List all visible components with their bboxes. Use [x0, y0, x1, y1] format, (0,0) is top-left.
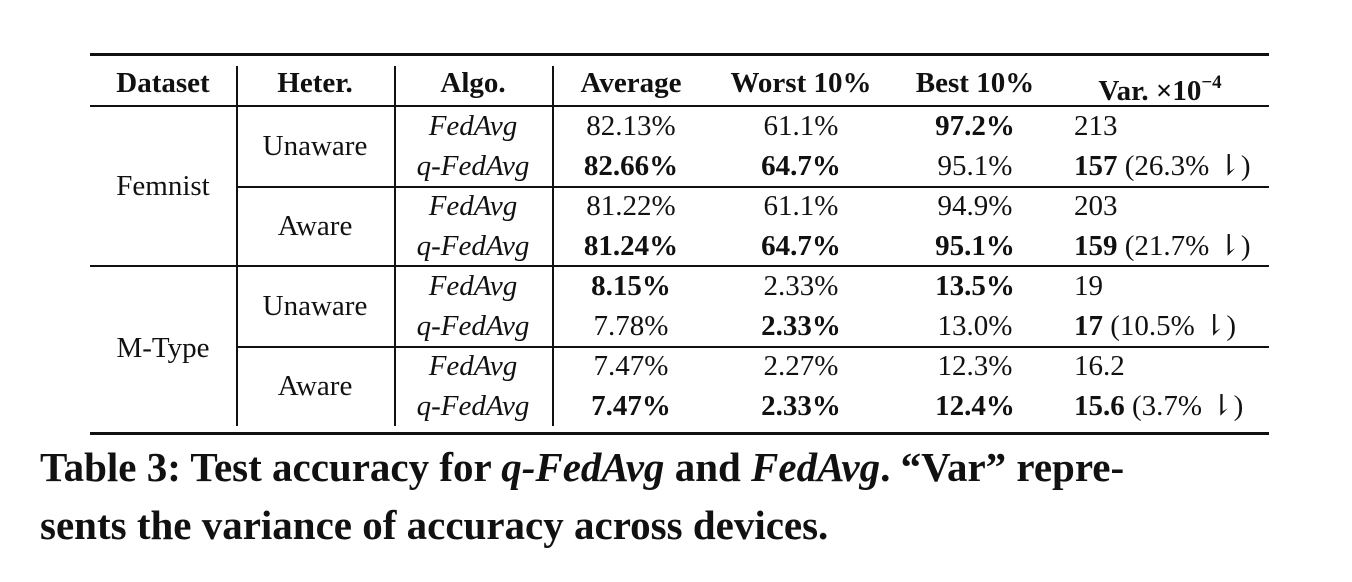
dataset-cell: Femnist [116, 170, 210, 202]
worst-cell: 2.27% [763, 350, 839, 382]
var-cell: 157 (26.3% ⇂) [1074, 146, 1251, 186]
subgroup-rule-1 [237, 186, 1269, 188]
best-cell: 12.3% [937, 350, 1013, 382]
heter-cell: Aware [277, 370, 353, 402]
var-value: 213 [1074, 110, 1118, 142]
var-reduction-note: (3.7% ⇂) [1124, 390, 1244, 422]
average-cell: 82.13% [586, 110, 676, 142]
header-worst: Worst 10% [730, 67, 872, 99]
best-cell: 95.1% [935, 230, 1015, 262]
var-cell: 15.6 (3.7% ⇂) [1074, 386, 1243, 426]
worst-cell: 61.1% [763, 110, 839, 142]
average-cell: 82.66% [583, 150, 679, 182]
var-value: 203 [1074, 190, 1118, 222]
var-cell: 159 (21.7% ⇂) [1074, 226, 1251, 266]
algo-cell: FedAvg [428, 350, 518, 382]
var-value: 159 [1074, 230, 1118, 262]
caption-part-3: . “Var” repre- [880, 444, 1125, 490]
var-value: 17 [1074, 310, 1103, 342]
var-cell: 17 (10.5% ⇂) [1074, 306, 1236, 346]
col-divider-3 [552, 66, 554, 426]
table-caption: Table 3: Test accuracy for q-FedAvg and … [40, 438, 1320, 554]
worst-cell: 2.33% [763, 270, 839, 302]
var-value: 19 [1074, 270, 1103, 302]
caption-qfedavg: q-FedAvg [501, 444, 665, 490]
caption-part-1: Table 3: Test accuracy for [40, 444, 502, 490]
average-cell: 7.78% [593, 310, 669, 342]
worst-cell: 61.1% [763, 190, 839, 222]
var-cell: 213 [1074, 106, 1118, 146]
worst-cell: 2.33% [761, 390, 841, 422]
var-value: 15.6 [1074, 390, 1125, 422]
heter-cell: Unaware [262, 130, 368, 162]
best-cell: 97.2% [935, 110, 1015, 142]
header-heter: Heter. [277, 67, 353, 99]
caption-fedavg: FedAvg [751, 444, 881, 490]
best-cell: 95.1% [937, 150, 1013, 182]
top-rule [90, 53, 1269, 56]
header-rule [90, 105, 1269, 107]
algo-cell: q-FedAvg [416, 230, 530, 262]
average-cell: 8.15% [591, 270, 671, 302]
col-divider-2 [394, 66, 396, 426]
heter-cell: Aware [277, 210, 353, 242]
algo-cell: q-FedAvg [416, 310, 530, 342]
best-cell: 13.0% [937, 310, 1013, 342]
header-best: Best 10% [915, 67, 1035, 99]
var-cell: 19 [1074, 266, 1103, 306]
average-cell: 81.24% [583, 230, 679, 262]
col-divider-1 [236, 66, 238, 426]
average-cell: 81.22% [586, 190, 676, 222]
algo-cell: q-FedAvg [416, 390, 530, 422]
caption-part-2: and [664, 444, 752, 490]
header-algo: Algo. [440, 67, 506, 99]
group-rule [90, 265, 1269, 267]
heter-cell: Unaware [262, 290, 368, 322]
algo-cell: FedAvg [428, 190, 518, 222]
var-value: 157 [1074, 150, 1118, 182]
var-reduction-note: (21.7% ⇂) [1117, 230, 1251, 262]
average-cell: 7.47% [593, 350, 669, 382]
algo-cell: FedAvg [428, 270, 518, 302]
caption-line-1: Table 3: Test accuracy for q-FedAvg and … [40, 438, 1320, 496]
worst-cell: 64.7% [761, 150, 841, 182]
caption-line-2: sents the variance of accuracy across de… [40, 502, 829, 548]
algo-cell: q-FedAvg [416, 150, 530, 182]
var-cell: 203 [1074, 186, 1118, 226]
var-reduction-note: (26.3% ⇂) [1117, 150, 1251, 182]
best-cell: 13.5% [935, 270, 1015, 302]
bottom-rule [90, 432, 1269, 435]
header-var-exponent: −4 [1201, 72, 1222, 93]
dataset-cell: M-Type [116, 332, 210, 364]
worst-cell: 2.33% [761, 310, 841, 342]
header-average: Average [580, 67, 682, 99]
var-cell: 16.2 [1074, 346, 1125, 386]
var-value: 16.2 [1074, 350, 1125, 382]
header-dataset: Dataset [116, 67, 210, 99]
algo-cell: FedAvg [428, 110, 518, 142]
var-reduction-note: (10.5% ⇂) [1103, 310, 1237, 342]
header-var-label: Var. ×10 [1098, 75, 1202, 107]
best-cell: 94.9% [937, 190, 1013, 222]
average-cell: 7.47% [591, 390, 671, 422]
worst-cell: 64.7% [761, 230, 841, 262]
subgroup-rule-2 [237, 346, 1269, 348]
best-cell: 12.4% [935, 390, 1015, 422]
header-var: Var. ×10−4 [1098, 63, 1222, 107]
